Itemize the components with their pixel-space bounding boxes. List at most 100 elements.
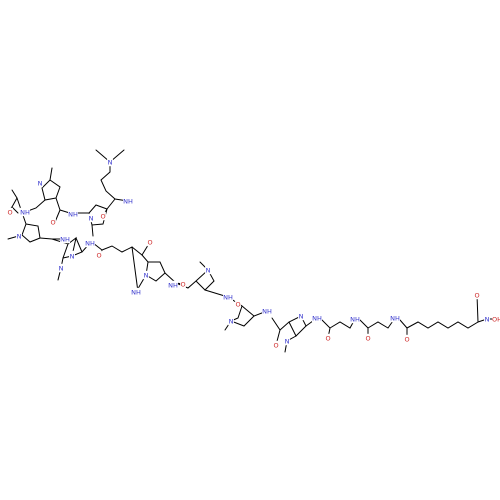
atom-label-p2-N: N xyxy=(37,178,43,188)
atom-label-a7-O: O xyxy=(180,279,186,289)
atom-label-text: O xyxy=(180,280,185,288)
atom-label-background xyxy=(58,263,64,273)
atom-label-a5-NH: NH xyxy=(85,238,95,248)
atom-label-background xyxy=(37,178,43,188)
bond-line xyxy=(91,224,94,237)
atom-label-text: NH xyxy=(68,210,78,218)
atom-label-ha-NH: N xyxy=(484,314,490,323)
atom-label-background xyxy=(350,314,360,324)
atom-label-background xyxy=(68,209,78,219)
atom-label-text: O xyxy=(147,238,152,246)
atom-label-background xyxy=(492,314,500,324)
atom-label-text: NH xyxy=(131,288,141,296)
atom-label-a10-O: O xyxy=(325,333,331,342)
bond-line xyxy=(101,245,139,293)
atom-label-nme2-N: N xyxy=(107,157,113,167)
atom-label-text: N xyxy=(144,271,149,279)
atom-label-text: N xyxy=(17,232,22,240)
atom-label-a5-O: O xyxy=(96,250,102,260)
atom-label-text: NH xyxy=(390,314,400,322)
atom-label-im2-N1: N xyxy=(284,336,290,345)
bond-line xyxy=(62,242,91,259)
atom-label-text: NH xyxy=(350,315,360,323)
atom-label-a9-O: O xyxy=(273,340,279,350)
bond-line xyxy=(41,179,61,211)
atom-label-text: N xyxy=(89,214,94,222)
atom-label-a2-NH: NH xyxy=(68,209,78,219)
atom-label-text: N xyxy=(70,252,75,260)
bond-line xyxy=(367,317,396,329)
atom-label-background xyxy=(365,333,371,343)
atom-label-p1-N: N xyxy=(88,213,94,223)
atom-label-p5-N: N xyxy=(205,265,211,275)
atom-label-text: N xyxy=(206,266,211,274)
bond-line xyxy=(279,315,307,337)
bond-line xyxy=(406,294,479,329)
atom-label-background xyxy=(312,313,322,323)
atom-label-background xyxy=(107,157,113,167)
atom-label-text: O xyxy=(474,291,479,299)
atom-label-text: N xyxy=(229,317,234,325)
atom-label-text: N xyxy=(38,179,43,187)
atom-label-background xyxy=(474,290,480,300)
atom-label-background xyxy=(69,251,75,261)
atom-label-text: O xyxy=(365,334,370,342)
atom-label-im1-N3: N xyxy=(69,251,75,261)
atom-label-text: NH xyxy=(85,239,95,247)
atom-label-text: NH xyxy=(312,314,322,322)
atom-label-text: NH xyxy=(60,235,70,243)
atom-label-background xyxy=(273,340,279,350)
atom-label-ha-O: O xyxy=(474,290,480,300)
atom-label-background xyxy=(404,334,410,344)
atom-label-a12-O: O xyxy=(404,334,410,344)
atom-label-a4-NH: NH xyxy=(60,234,70,244)
atom-label-ha-OH: OH xyxy=(492,314,500,324)
atom-label-a6-O: O xyxy=(147,237,153,247)
atom-label-a1-O: O xyxy=(100,211,106,221)
atom-label-a11-NH: NH xyxy=(350,314,360,324)
atom-label-text: O xyxy=(100,212,105,220)
atom-label-background xyxy=(7,207,13,217)
atom-label-background xyxy=(262,306,272,316)
bond-line xyxy=(75,237,83,253)
atom-label-im2-N3: N xyxy=(298,311,304,320)
atom-label-im1-N1: N xyxy=(58,263,64,273)
atom-label-a11-O: O xyxy=(365,333,371,343)
atom-label-background xyxy=(168,280,178,290)
atom-label-text: N xyxy=(485,315,490,323)
atom-label-background xyxy=(50,217,56,227)
atom-label-background xyxy=(60,234,70,244)
atom-label-text: O xyxy=(325,334,330,342)
atom-label-a8-O: O xyxy=(235,299,241,309)
atom-label-background xyxy=(100,211,106,221)
atom-label-text: OH xyxy=(492,315,500,323)
atom-label-a3-O: O xyxy=(7,207,13,217)
atom-label-a12-NH: NH xyxy=(390,313,400,322)
atom-label-background xyxy=(205,265,211,275)
atom-label-background xyxy=(235,299,241,309)
atom-label-a7-NH: NH xyxy=(168,280,178,290)
atom-label-a8-NH: NH xyxy=(223,292,233,302)
atom-label-p4-N: N xyxy=(143,270,149,279)
bond-line xyxy=(16,197,41,243)
atom-label-background xyxy=(20,207,30,217)
atom-label-background xyxy=(85,238,95,248)
atom-label-background xyxy=(180,279,186,289)
atom-label-text: N xyxy=(299,312,304,320)
atom-label-text: N xyxy=(59,264,64,272)
bond-line xyxy=(11,189,18,208)
atom-label-background xyxy=(96,250,102,260)
atom-label-background xyxy=(223,292,233,302)
atom-label-text: NH xyxy=(223,293,233,301)
atom-label-background xyxy=(88,213,94,223)
bond-line xyxy=(329,318,356,329)
atom-label-text: O xyxy=(273,341,278,349)
atom-label-background xyxy=(131,287,141,297)
atom-label-background xyxy=(147,237,153,247)
bond-line xyxy=(49,167,53,181)
atom-label-p6-N: N xyxy=(228,316,234,325)
bond-layer xyxy=(7,149,498,353)
atom-label-a6-NH: NH xyxy=(131,287,141,297)
atom-label-text: N xyxy=(285,337,290,345)
